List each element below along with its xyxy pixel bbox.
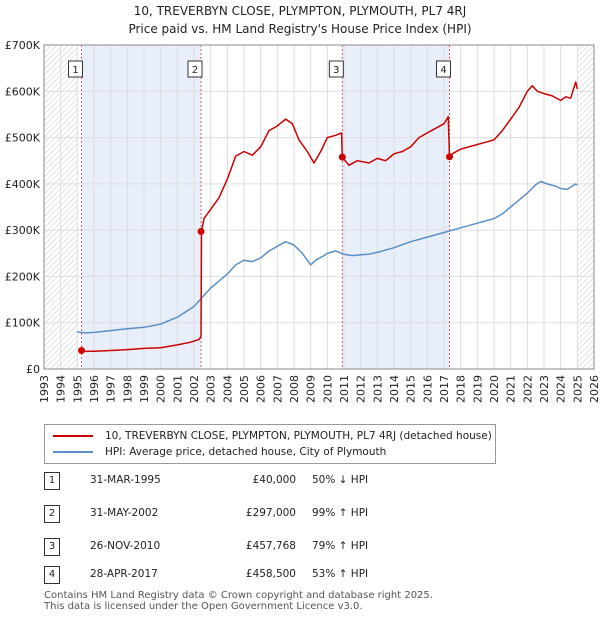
x-tick-label: 2018: [455, 375, 468, 403]
x-tick-label: 2008: [288, 375, 301, 403]
shaded-period: [342, 45, 450, 369]
y-tick-label: £300K: [5, 224, 41, 237]
y-tick-label: £200K: [5, 270, 41, 283]
x-tick-label: 2000: [155, 375, 168, 403]
sale-point: [78, 346, 85, 354]
sale-label-box: 1: [68, 60, 83, 78]
x-tick-label: 2022: [521, 375, 534, 403]
x-tick-label: 2017: [438, 375, 451, 403]
x-tick-label: 2004: [221, 375, 234, 403]
event-price: £457,768: [245, 540, 296, 552]
table-row: 2 31-MAY-2002 £297,000 99% ↑ HPI: [44, 505, 444, 523]
hpi-line: [77, 180, 578, 334]
legend-hpi-label: HPI: Average price, detached house, City…: [105, 446, 387, 458]
x-tick-label: 2012: [355, 375, 368, 403]
event-price: £458,500: [245, 568, 296, 580]
sale-label-number: 1: [72, 65, 78, 76]
x-tick-label: 2025: [571, 375, 584, 403]
event-marker: 3: [44, 538, 60, 556]
x-tick-label: 2001: [171, 375, 184, 403]
x-tick-label: 2015: [405, 375, 418, 403]
x-tick-label: 2020: [488, 375, 501, 403]
sale-label-border: [328, 60, 344, 78]
sale-label-box: 4: [436, 60, 451, 78]
x-tick-label: 1996: [88, 375, 101, 403]
x-tick-label: 2003: [205, 375, 218, 403]
sale-point: [338, 153, 346, 161]
sale-label-border: [68, 60, 83, 78]
sale-label-box: 2: [187, 60, 203, 78]
event-date: 28-APR-2017: [90, 568, 158, 580]
shaded-period: [81, 45, 201, 369]
event-hpi: 50% ↓ HPI: [312, 474, 369, 486]
event-marker: 4: [44, 566, 60, 584]
price-chart: £0 £100K £200K £300K £400K £500K £600K £700K 199…: [5, 39, 600, 403]
x-tick-label: 2011: [338, 375, 351, 403]
table-row: 3 26-NOV-2010 £457,768 79% ↑ HPI: [44, 538, 444, 556]
x-tick-label: 2006: [255, 375, 268, 403]
y-tick-label: £100K: [5, 317, 41, 330]
x-tick-label: 2021: [505, 375, 518, 403]
sale-label-box: 3: [328, 60, 344, 78]
sale-label-border: [187, 60, 203, 78]
event-hpi: 79% ↑ HPI: [312, 540, 369, 552]
x-tick-label: 2024: [555, 375, 568, 403]
x-tick-label: 2002: [188, 375, 201, 403]
x-tick-label: 2014: [388, 375, 401, 403]
sale-label-number: 4: [440, 65, 446, 76]
footer: Contains HM Land Registry data © Crown c…: [44, 590, 433, 612]
price-paid-line: [81, 81, 579, 353]
x-tick-label: 2023: [538, 375, 551, 403]
event-hpi: 53% ↑ HPI: [312, 568, 369, 580]
event-price: £297,000: [245, 507, 296, 519]
legend-price-swatch: [53, 435, 93, 437]
plot-border: [43, 44, 595, 370]
x-tick-label: 1997: [105, 375, 118, 403]
event-date: 31-MAR-1995: [90, 474, 161, 486]
x-tick-label: 2009: [305, 375, 318, 403]
sale-point: [446, 153, 453, 161]
x-tick-label: 1994: [55, 375, 68, 403]
y-tick-label: £400K: [5, 178, 41, 191]
footer-copyright: Contains HM Land Registry data © Crown c…: [44, 590, 433, 601]
x-tick-label: 1999: [138, 375, 151, 403]
x-tick-label: 2010: [321, 375, 334, 403]
footer-licence: This data is licensed under the Open Gov…: [44, 601, 363, 612]
x-tick-label: 2013: [371, 375, 384, 403]
sale-label-number: 3: [333, 65, 339, 76]
sale-label-border: [436, 60, 451, 78]
y-tick-label: £700K: [5, 39, 41, 52]
event-marker: 1: [44, 472, 60, 490]
event-hpi: 99% ↑ HPI: [312, 507, 369, 519]
x-tick-label: 2019: [471, 375, 484, 403]
x-tick-label: 2007: [271, 375, 284, 403]
event-date: 31-MAY-2002: [90, 507, 159, 519]
sale-label-number: 2: [192, 65, 198, 76]
chart-title: 10, TREVERBYN CLOSE, PLYMPTON, PLYMOUTH,…: [133, 4, 467, 18]
sale-point: [197, 228, 205, 236]
table-row: 1 31-MAR-1995 £40,000 50% ↓ HPI: [44, 472, 444, 490]
legend-hpi-swatch: [53, 451, 93, 453]
x-tick-label: 2005: [238, 375, 251, 403]
x-tick-label: 2016: [421, 375, 434, 403]
x-tick-label: 1998: [121, 375, 134, 403]
event-date: 26-NOV-2010: [90, 540, 161, 552]
legend-item-price: 10, TREVERBYN CLOSE, PLYMPTON, PLYMOUTH,…: [53, 430, 492, 442]
y-tick-label: £500K: [5, 132, 41, 145]
y-tick-label: £0: [26, 363, 40, 376]
event-marker: 2: [44, 505, 60, 523]
chart-subtitle: Price paid vs. HM Land Registry's House …: [128, 22, 472, 36]
x-tick-label: 1995: [71, 375, 84, 403]
legend: 10, TREVERBYN CLOSE, PLYMPTON, PLYMOUTH,…: [44, 424, 496, 464]
event-price: £40,000: [252, 474, 296, 486]
legend-item-hpi: HPI: Average price, detached house, City…: [53, 446, 386, 458]
y-tick-label: £600K: [5, 85, 41, 98]
x-tick-label: 2026: [588, 375, 600, 403]
x-tick-label: 1993: [38, 375, 51, 403]
legend-price-label: 10, TREVERBYN CLOSE, PLYMPTON, PLYMOUTH,…: [105, 430, 492, 442]
hatched-region: [577, 45, 594, 369]
table-row: 4 28-APR-2017 £458,500 53% ↑ HPI: [44, 566, 444, 584]
